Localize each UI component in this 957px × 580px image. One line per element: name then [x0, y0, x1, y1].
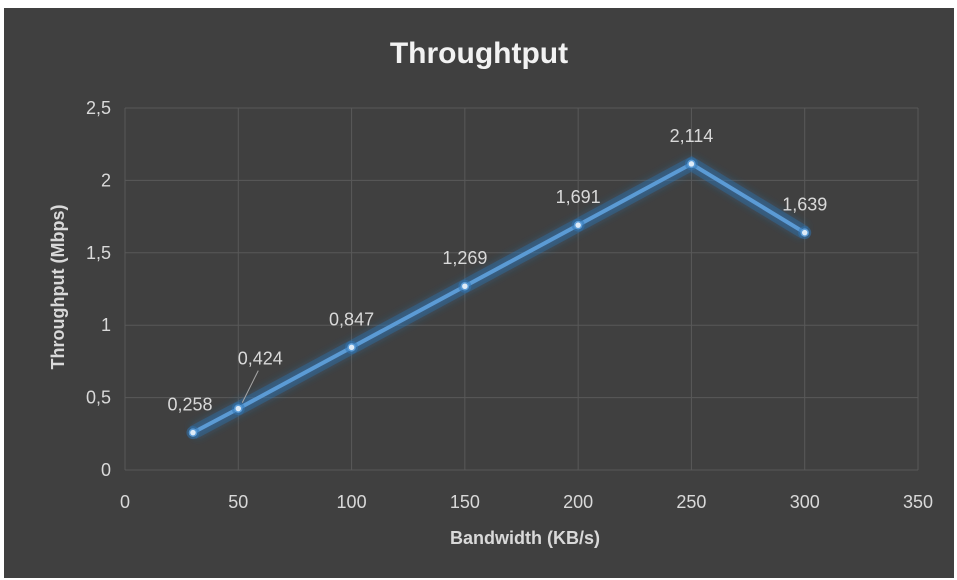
x-tick-label: 350	[903, 492, 933, 512]
y-axis-title: Throughput (Mbps)	[48, 205, 68, 370]
x-tick-label: 250	[676, 492, 706, 512]
chart-area: Throughtput 0 50 100 150 200 250 300 350 0 0,5 1 1…	[4, 8, 954, 578]
x-tick-label: 300	[790, 492, 820, 512]
series-glow	[189, 155, 809, 439]
chart-title: Throughtput	[390, 37, 568, 70]
y-tick-label: 1,5	[86, 243, 111, 263]
leader-line	[241, 370, 259, 403]
x-tick-label: 0	[120, 492, 130, 512]
line-chart: Throughtput 0 50 100 150 200 250 300 350 0 0,5 1 1…	[48, 37, 933, 548]
x-tick-label: 150	[450, 492, 480, 512]
data-point	[573, 220, 583, 230]
data-point	[687, 159, 696, 169]
data-point	[188, 428, 198, 437]
data-label: 1,639	[782, 195, 827, 215]
data-label: 1,269	[442, 248, 487, 268]
x-tick-label: 200	[563, 492, 593, 512]
series-line	[192, 161, 806, 435]
y-tick-label: 2	[101, 170, 111, 190]
y-tick-label: 1	[101, 315, 111, 335]
data-label: 2,114	[670, 126, 714, 146]
data-label: 0,847	[329, 309, 374, 329]
y-tick-label: 0,5	[86, 388, 111, 408]
y-tick-label: 0	[101, 460, 111, 480]
data-label: 0,424	[238, 349, 283, 369]
series-throughput: 0,258 0,424 0,847 1,269 1,691 2,114 1,639	[167, 126, 827, 440]
gridlines	[124, 107, 919, 471]
x-axis-title: Bandwidth (KB/s)	[450, 528, 600, 548]
data-label: 0,258	[167, 395, 212, 415]
data-point	[460, 281, 470, 291]
data-point	[347, 343, 356, 352]
data-point	[800, 228, 809, 237]
data-label: 1,691	[556, 187, 601, 207]
data-point	[234, 404, 243, 413]
x-tick-label: 50	[228, 492, 248, 512]
y-tick-label: 2,5	[86, 98, 111, 118]
x-axis-ticks: 0 50 100 150 200 250 300 350	[120, 492, 933, 512]
x-tick-label: 100	[337, 492, 367, 512]
y-axis-ticks: 0 0,5 1 1,5 2 2,5	[86, 98, 111, 480]
